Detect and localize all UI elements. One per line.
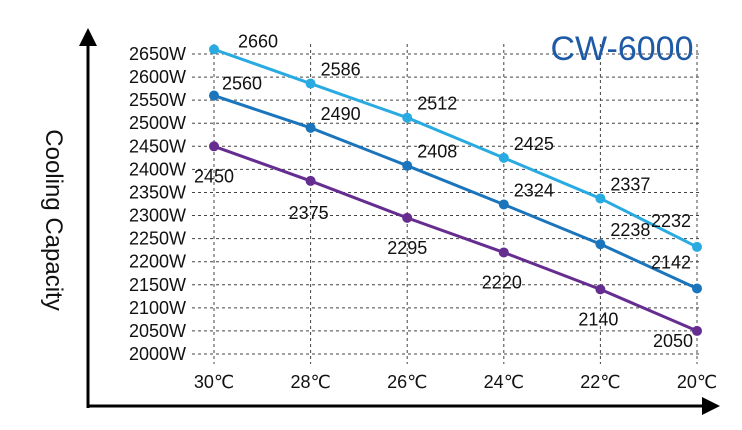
series-line xyxy=(213,47,698,249)
data-point xyxy=(498,199,509,210)
data-label: 2586 xyxy=(321,60,361,80)
series-line xyxy=(213,94,698,290)
y-tick-label: 2550W xyxy=(129,90,186,110)
series-3: 2450 2375 2295 2220 2140 2050 xyxy=(194,141,702,351)
y-tick-label: 2450W xyxy=(129,136,186,156)
data-point xyxy=(402,112,413,123)
x-tick-labels: 30℃ 28℃ 26℃ 24℃ 22℃ 20℃ xyxy=(194,372,717,392)
y-tick-label: 2250W xyxy=(129,229,186,249)
x-axis-arrow xyxy=(702,397,720,415)
y-tick-label: 2100W xyxy=(129,298,186,318)
data-label: 2220 xyxy=(482,272,522,292)
chart-title: CW-6000 xyxy=(551,30,694,68)
grid xyxy=(192,44,699,364)
y-tick-label: 2050W xyxy=(129,321,186,341)
y-tick-label: 2500W xyxy=(129,113,186,133)
x-tick-label: 26℃ xyxy=(387,372,427,392)
data-label: 2232 xyxy=(651,211,691,231)
data-label: 2295 xyxy=(387,238,427,258)
data-point xyxy=(209,44,219,55)
data-label: 2375 xyxy=(289,203,329,223)
y-tick-label: 2650W xyxy=(129,44,186,64)
y-tick-labels: 2650W 2600W 2550W 2500W 2450W 2400W 2350W 2300W… xyxy=(129,44,186,364)
data-label: 2560 xyxy=(222,74,262,94)
data-point xyxy=(595,239,606,250)
y-tick-label: 2600W xyxy=(129,67,186,87)
y-tick-label: 2400W xyxy=(129,159,186,179)
x-tick-label: 22℃ xyxy=(580,372,620,392)
x-tick-label: 20℃ xyxy=(677,372,717,392)
data-label: 2337 xyxy=(610,174,650,194)
data-point xyxy=(402,160,413,171)
data-label: 2450 xyxy=(194,166,234,186)
x-tick-label: 24℃ xyxy=(484,372,524,392)
data-point xyxy=(692,241,702,252)
y-tick-label: 2200W xyxy=(129,252,186,272)
data-point xyxy=(692,325,702,336)
data-label: 2324 xyxy=(514,180,554,200)
x-tick-label: 28℃ xyxy=(290,372,330,392)
data-point xyxy=(209,141,219,152)
data-point xyxy=(692,283,702,294)
data-point xyxy=(595,284,606,295)
y-axis-arrow xyxy=(79,28,97,46)
data-label: 2140 xyxy=(578,309,618,329)
data-point xyxy=(402,212,413,223)
data-point xyxy=(209,90,219,101)
data-label: 2490 xyxy=(321,104,361,124)
data-point xyxy=(595,193,606,204)
data-point xyxy=(305,175,316,186)
data-label: 2512 xyxy=(417,94,457,114)
y-tick-label: 2350W xyxy=(129,182,186,202)
y-tick-label: 2000W xyxy=(129,344,186,364)
data-label: 2425 xyxy=(514,134,554,154)
series-line xyxy=(213,144,698,333)
data-label: 2408 xyxy=(417,142,457,162)
data-label: 2142 xyxy=(651,252,691,272)
data-label: 2660 xyxy=(238,31,278,51)
data-label: 2238 xyxy=(610,220,650,240)
data-point xyxy=(305,122,316,133)
y-axis-label: Cooling Capacity xyxy=(40,129,67,310)
data-label: 2050 xyxy=(653,331,693,351)
data-point xyxy=(305,78,316,89)
data-point xyxy=(498,152,509,163)
y-tick-label: 2300W xyxy=(129,206,186,226)
x-tick-label: 30℃ xyxy=(194,372,234,392)
y-tick-label: 2150W xyxy=(129,275,186,295)
data-point xyxy=(498,247,509,258)
